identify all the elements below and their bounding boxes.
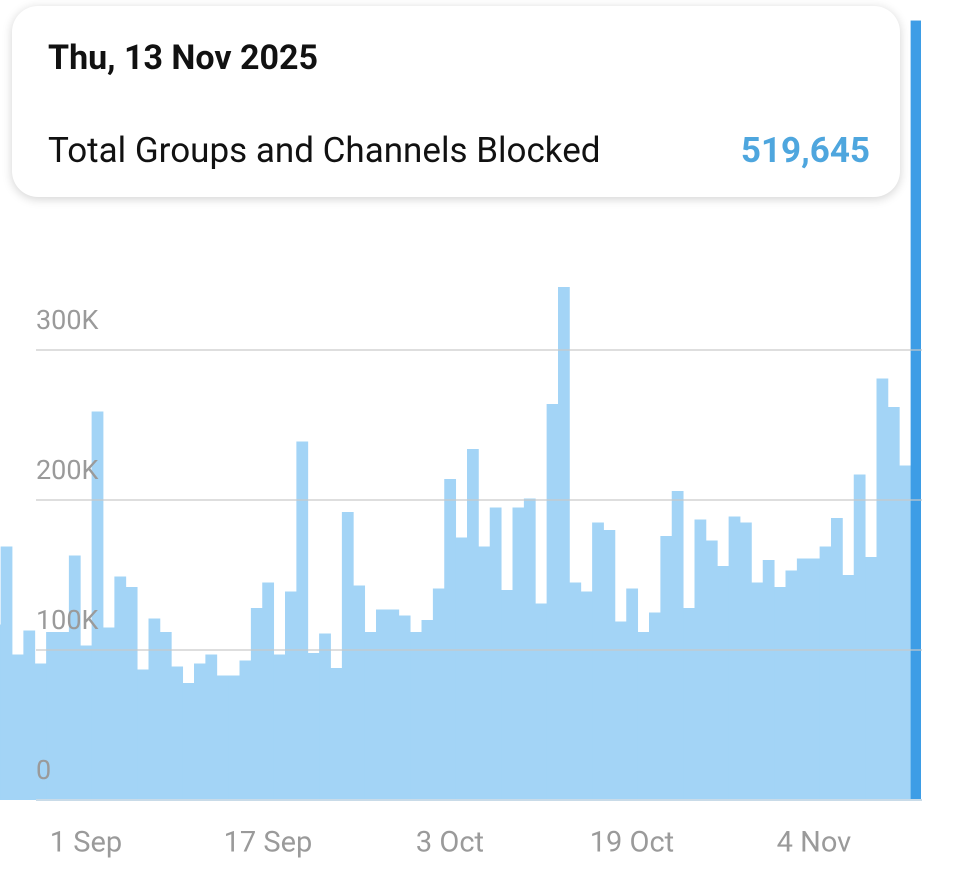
bar	[421, 620, 434, 800]
bar	[68, 555, 81, 800]
bar	[182, 683, 195, 800]
tooltip-date: Thu, 13 Nov 2025	[48, 38, 319, 78]
bar	[341, 512, 354, 800]
bar	[512, 507, 525, 800]
bar	[728, 516, 741, 800]
bar	[865, 557, 877, 800]
bar	[91, 411, 104, 800]
bar	[762, 560, 775, 800]
tooltip-label: Total Groups and Channels Blocked	[48, 130, 601, 171]
bar	[660, 536, 673, 800]
bar	[671, 491, 684, 800]
bar	[694, 519, 707, 800]
bar	[808, 558, 821, 800]
bar	[569, 582, 582, 800]
bar	[501, 590, 513, 800]
tooltip-value: 519,645	[740, 130, 870, 171]
bar	[250, 608, 263, 800]
bar	[831, 518, 843, 800]
bar	[205, 654, 218, 800]
bar	[171, 666, 184, 800]
bar	[603, 530, 616, 800]
bar	[125, 587, 138, 800]
bar	[0, 546, 13, 800]
bar	[216, 675, 229, 800]
bar	[853, 474, 866, 800]
bar	[683, 608, 695, 800]
bar	[0, 624, 2, 800]
bar	[273, 654, 286, 800]
bar	[148, 618, 161, 800]
bar	[46, 632, 58, 800]
bar	[546, 404, 559, 800]
bar	[80, 645, 93, 800]
bar	[785, 570, 798, 800]
bar	[239, 660, 252, 800]
y-tick-label: 200K	[36, 454, 99, 486]
bar	[376, 609, 388, 800]
y-tick-label: 0	[36, 754, 51, 786]
bar	[114, 576, 127, 800]
bar	[455, 537, 468, 800]
bar	[899, 465, 912, 800]
bar	[410, 632, 422, 800]
bar	[614, 621, 627, 800]
bar	[910, 20, 921, 801]
bar	[774, 587, 786, 800]
x-tick-label: 4 Nov	[777, 826, 852, 860]
bar	[751, 582, 764, 800]
bar	[592, 522, 604, 800]
bar	[23, 630, 36, 800]
bar	[194, 663, 206, 800]
bar	[558, 287, 570, 800]
x-tick-label: 19 Oct	[590, 826, 674, 860]
bar	[842, 575, 855, 800]
bar	[637, 632, 650, 800]
bar	[444, 479, 457, 800]
bar	[319, 633, 331, 800]
bar	[330, 668, 343, 800]
bar	[387, 609, 400, 800]
bar	[489, 507, 502, 800]
y-tick-label: 300K	[36, 304, 99, 336]
bar	[626, 588, 639, 800]
bar	[285, 591, 297, 800]
bar	[34, 663, 47, 800]
bar	[12, 654, 24, 800]
bar	[705, 540, 718, 800]
tooltip: Thu, 13 Nov 2025 Total Groups and Channe…	[12, 6, 900, 197]
bar	[103, 627, 115, 800]
bar	[740, 522, 752, 800]
bar	[717, 566, 730, 800]
bar	[159, 632, 172, 800]
bar	[57, 632, 70, 800]
bar	[478, 546, 491, 800]
bar	[262, 582, 275, 800]
bar	[535, 603, 548, 800]
y-tick-label: 100K	[36, 604, 99, 636]
bar	[887, 407, 900, 800]
bar	[398, 615, 411, 800]
bar	[796, 558, 809, 800]
bar	[649, 612, 661, 800]
bar	[364, 632, 377, 800]
bar	[580, 591, 593, 800]
x-tick-label: 3 Oct	[416, 826, 484, 860]
bar	[137, 669, 149, 800]
bar	[467, 449, 479, 800]
bar	[353, 585, 366, 800]
bar	[307, 653, 320, 800]
bar	[228, 675, 240, 800]
bar	[876, 378, 889, 800]
bar	[819, 546, 832, 800]
bar	[296, 441, 309, 800]
x-tick-label: 1 Sep	[50, 826, 122, 860]
x-tick-label: 17 Sep	[224, 826, 313, 860]
bar	[432, 588, 445, 800]
